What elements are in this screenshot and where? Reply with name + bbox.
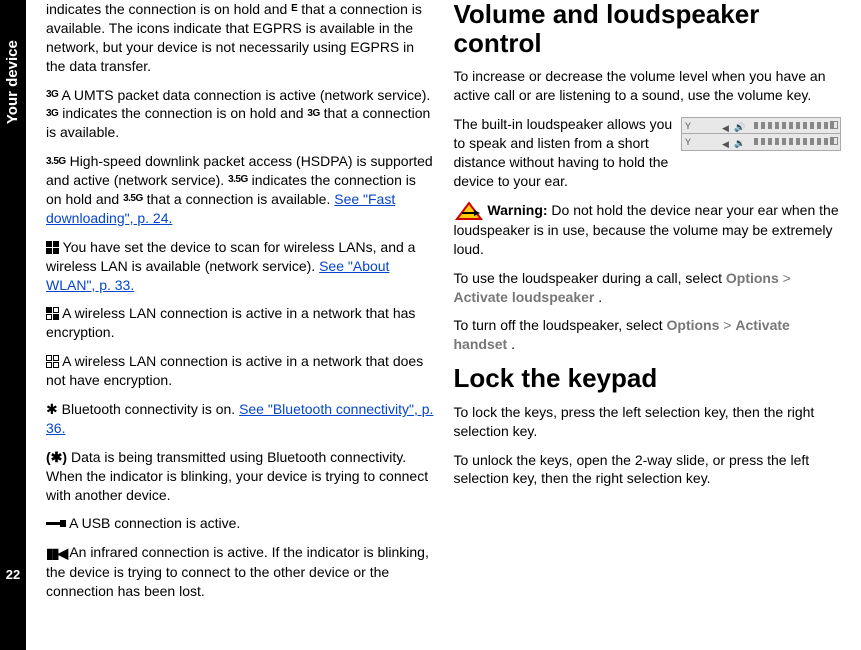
heading-lock-keypad: Lock the keypad xyxy=(454,364,842,393)
usb-icon xyxy=(46,518,66,530)
hsdpa-active-icon: 3.5G xyxy=(46,157,66,167)
bluetooth-icon xyxy=(46,401,58,417)
warning-icon xyxy=(454,201,484,221)
para-lock-keys: To lock the keys, press the left selecti… xyxy=(454,403,842,441)
para-unlock-keys: To unlock the keys, open the 2-way slide… xyxy=(454,451,842,489)
volume-bar-loudspeaker: Y◀🔊 xyxy=(682,118,840,134)
para-wlan-scan: You have set the device to scan for wire… xyxy=(46,238,434,295)
left-column: indicates the connection is on hold and … xyxy=(36,0,444,650)
page-number: 22 xyxy=(0,566,26,584)
warning-label: Warning: xyxy=(487,202,547,218)
hsdpa-avail-icon: 3.5G xyxy=(123,194,143,204)
infrared-icon: ▮▮◀ xyxy=(46,544,66,563)
menu-options-2: Options xyxy=(667,317,720,333)
para-bt-on: Bluetooth connectivity is on. See "Bluet… xyxy=(46,400,434,438)
umts-hold-icon: 3G xyxy=(46,109,58,119)
para-activate-handset: To turn off the loudspeaker, select Opti… xyxy=(454,316,842,354)
hsdpa-hold-icon: 3.5G xyxy=(228,175,248,185)
side-tab-label: Your device xyxy=(3,40,23,124)
egprs-avail-icon: E xyxy=(291,4,297,14)
para-hsdpa: 3.5G High-speed downlink packet access (… xyxy=(46,152,434,228)
volume-bar-handset: Y◀🔉 xyxy=(682,134,840,150)
wlan-open-icon xyxy=(46,355,59,368)
wlan-encrypted-icon xyxy=(46,307,59,320)
right-column: Volume and loudspeaker control To increa… xyxy=(444,0,852,650)
para-warning: Warning: Do not hold the device near you… xyxy=(454,201,842,259)
para-activate-loudspeaker: To use the loudspeaker during a call, se… xyxy=(454,269,842,307)
para-infrared: ▮▮◀ An infrared connection is active. If… xyxy=(46,543,434,601)
menu-options-1: Options xyxy=(726,270,779,286)
side-tab: Your device 22 xyxy=(0,0,26,650)
para-usb: A USB connection is active. xyxy=(46,514,434,533)
menu-activate-loudspeaker: Activate loudspeaker xyxy=(454,289,595,305)
para-bt-data: () Data is being transmitted using Bluet… xyxy=(46,448,434,505)
bluetooth-data-icon: () xyxy=(46,449,67,465)
umts-avail-icon: 3G xyxy=(307,109,319,119)
para-umts: 3G A UMTS packet data connection is acti… xyxy=(46,86,434,143)
page-columns: indicates the connection is on hold and … xyxy=(26,0,861,650)
wlan-scan-icon xyxy=(46,241,59,254)
heading-volume: Volume and loudspeaker control xyxy=(454,0,842,57)
volume-indicator-illustration: Y◀🔊 Y◀🔉 xyxy=(681,117,841,151)
para-wlan-open: A wireless LAN connection is active in a… xyxy=(46,352,434,390)
para-wlan-encrypted: A wireless LAN connection is active in a… xyxy=(46,304,434,342)
para-egprs: indicates the connection is on hold and … xyxy=(46,0,434,76)
umts-active-icon: 3G xyxy=(46,90,58,100)
para-volume-key: To increase or decrease the volume level… xyxy=(454,67,842,105)
